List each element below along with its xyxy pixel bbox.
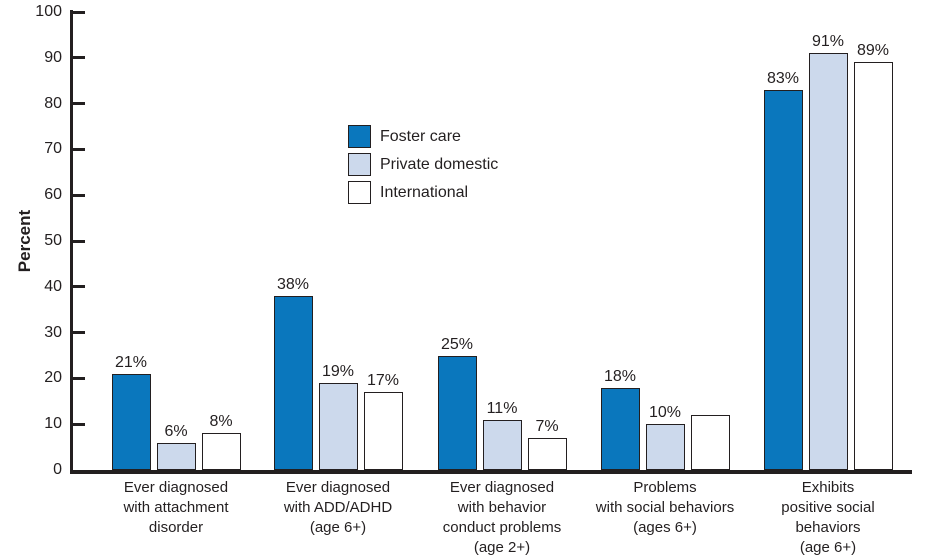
legend-label: International	[380, 183, 469, 201]
x-axis-line	[70, 470, 912, 474]
y-tick	[73, 147, 85, 151]
y-tick-label: 50	[44, 232, 62, 249]
bar-private-domestic: 10%	[645, 404, 685, 470]
bar-group: 18% 10%	[600, 368, 730, 470]
category-label: Exhibits positive social behaviors (age 6+)	[708, 478, 948, 558]
bar-international: 17%	[363, 372, 403, 470]
y-tick-label: 40	[44, 277, 62, 295]
bar-private-domestic: 91%	[808, 33, 848, 470]
category-label-line: Ever diagnosed	[449, 479, 555, 496]
legend-swatch	[348, 153, 371, 176]
bar-value-label: 8%	[209, 413, 233, 431]
bar-value-label: 18%	[603, 367, 637, 385]
bar-private-domestic: 19%	[318, 363, 358, 470]
category-label-line: Problems	[633, 479, 697, 496]
category-label-line: behaviors	[795, 519, 861, 536]
category-label-line: (age 2+)	[473, 539, 531, 556]
category-label-line: (age 6+)	[799, 539, 857, 556]
bar-international	[690, 415, 730, 470]
legend-item: International	[348, 181, 498, 204]
y-tick-label: 60	[44, 186, 62, 204]
legend-item: Foster care	[348, 125, 498, 148]
legend-label: Private domestic	[380, 155, 499, 173]
category-label: Ever diagnosed with ADD/ADHD (age 6+)	[218, 478, 458, 538]
y-tick	[73, 10, 85, 14]
category-label-line: Exhibits	[801, 479, 855, 496]
category-label-line: (ages 6+)	[633, 519, 697, 536]
category-label-line: conduct problems	[442, 519, 562, 536]
bar-group: 21% 6% 8%	[111, 354, 241, 470]
legend-swatch	[348, 181, 371, 204]
bar-value-label: 11%	[486, 399, 518, 417]
y-tick	[73, 376, 85, 380]
bar-value-label: 7%	[535, 417, 559, 435]
bar-value-label: 91%	[811, 33, 845, 51]
legend-label: Foster care	[380, 127, 461, 145]
category-label: Ever diagnosed with attachment disorder	[56, 478, 296, 538]
category-label-line: with social behaviors	[595, 499, 735, 516]
bar-foster-care: 18%	[600, 368, 640, 470]
category-label: Problems with social behaviors (ages 6+)	[545, 478, 785, 538]
y-tick	[73, 285, 85, 289]
bar-international: 8%	[201, 413, 241, 470]
y-tick	[73, 102, 85, 106]
bar-value-label: 17%	[366, 372, 400, 390]
bar-value-label: 21%	[114, 353, 148, 371]
bar-private-domestic: 6%	[156, 423, 196, 470]
y-tick	[73, 239, 85, 243]
category-label-line: with attachment	[123, 499, 229, 516]
y-tick	[73, 422, 85, 426]
category-label-line: Ever diagnosed	[285, 479, 391, 496]
legend-swatch	[348, 125, 371, 148]
y-tick-label: 20	[44, 369, 62, 387]
bar-foster-care: 25%	[437, 336, 477, 470]
category-label-line: (age 6+)	[309, 519, 367, 536]
y-tick-label: 80	[44, 94, 62, 112]
bar-group: 83% 91% 89%	[763, 33, 893, 470]
y-tick	[73, 331, 85, 335]
bar-private-domestic: 11%	[482, 400, 522, 470]
bar-value-label: 10%	[648, 404, 682, 422]
legend-item: Private domestic	[348, 153, 498, 176]
y-tick-label: 90	[44, 48, 62, 66]
y-tick-label: 0	[53, 461, 62, 478]
y-axis-line	[70, 10, 73, 474]
bar-value-label: 89%	[856, 42, 890, 60]
category-label: Ever diagnosed with behavior conduct probl…	[382, 478, 622, 558]
category-label-line: with ADD/ADHD	[283, 499, 393, 516]
bar-international: 89%	[853, 42, 893, 470]
bar-group: 25% 11% 7%	[437, 336, 567, 470]
y-tick-label: 10	[44, 415, 62, 433]
bar-value-label: 25%	[440, 335, 474, 353]
category-label-line: with behavior	[457, 499, 547, 516]
bar-group: 38% 19% 17%	[273, 276, 403, 470]
bar-foster-care: 21%	[111, 354, 151, 470]
y-tick-label: 30	[44, 323, 62, 341]
bar-foster-care: 38%	[273, 276, 313, 470]
category-label-line: Ever diagnosed	[123, 479, 229, 496]
bar-value-label: 19%	[321, 362, 355, 380]
y-tick-label: 70	[44, 140, 62, 158]
y-tick	[73, 56, 85, 60]
y-tick	[73, 193, 85, 197]
bar-international: 7%	[527, 418, 567, 470]
legend: Foster care Private domestic International	[348, 125, 498, 209]
bar-foster-care: 83%	[763, 70, 803, 470]
category-label-line: positive social	[781, 499, 875, 516]
category-label-line: disorder	[148, 519, 204, 536]
bar-value-label: 6%	[164, 422, 188, 440]
y-tick-label: 100	[35, 3, 62, 20]
bar-value-label: 38%	[276, 275, 310, 293]
bar-value-label: 83%	[766, 69, 800, 87]
